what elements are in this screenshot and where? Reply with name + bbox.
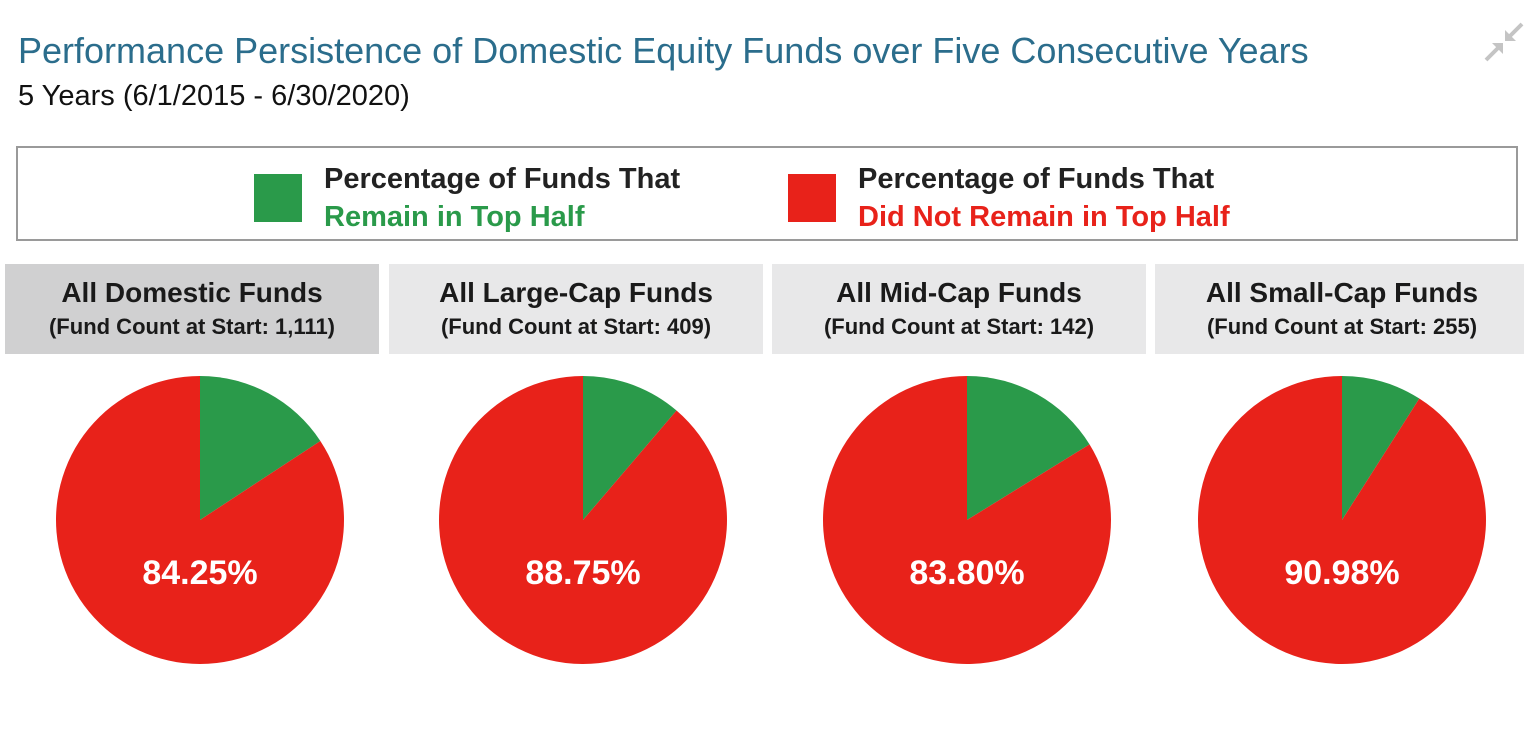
pie-slice-remain[interactable] <box>967 376 1090 520</box>
panel-title: All Domestic Funds <box>61 277 323 308</box>
legend-line2: Remain in Top Half <box>324 201 585 233</box>
panel-title: All Large-Cap Funds <box>439 277 713 308</box>
legend-line2: Did Not Remain in Top Half <box>858 201 1230 233</box>
legend-text-not-remain: Percentage of Funds That Did Not Remain … <box>858 160 1230 236</box>
pie-slice-remain[interactable] <box>583 376 677 520</box>
panel-title: All Small-Cap Funds <box>1205 277 1479 308</box>
chart-title: Performance Persistence of Domestic Equi… <box>18 30 1309 71</box>
legend-text-remain: Percentage of Funds That Remain in Top H… <box>324 160 680 236</box>
legend-swatch-not-remain <box>788 174 836 222</box>
panel-fund-count: (Fund Count at Start: 142) <box>823 314 1095 339</box>
pie-slice-remain[interactable] <box>1342 376 1420 520</box>
pie-slice-not-remain[interactable] <box>56 376 345 664</box>
panel-title: All Mid-Cap Funds <box>836 277 1082 308</box>
chart-subtitle: 5 Years (6/1/2015 - 6/30/2020) <box>18 80 410 112</box>
legend-line1: Percentage of Funds That <box>858 163 1215 195</box>
pie-value-label: 83.80% <box>909 554 1024 592</box>
panel-header-small-cap[interactable]: All Small-Cap Funds (Fund Count at Start… <box>1155 264 1524 354</box>
legend-line1: Percentage of Funds That <box>324 163 681 195</box>
pie-chart-mid-cap[interactable]: 83.80% <box>817 370 1117 670</box>
panel-fund-count: (Fund Count at Start: 255) <box>1206 314 1478 339</box>
collapse-arrows-icon[interactable] <box>1484 22 1524 62</box>
pie-chart-domestic[interactable]: 84.25% <box>50 370 350 670</box>
panel-header-domestic[interactable]: All Domestic Funds (Fund Count at Start:… <box>5 264 379 354</box>
pie-value-label: 84.25% <box>142 554 257 592</box>
panel-header-mid-cap[interactable]: All Mid-Cap Funds (Fund Count at Start: … <box>772 264 1146 354</box>
pie-slice-remain[interactable] <box>200 376 321 520</box>
legend: Percentage of Funds That Remain in Top H… <box>16 146 1518 241</box>
pie-value-label: 88.75% <box>525 554 640 592</box>
pie-slice-not-remain[interactable] <box>1198 376 1486 664</box>
panel-header-large-cap[interactable]: All Large-Cap Funds (Fund Count at Start… <box>389 264 763 354</box>
panel-fund-count: (Fund Count at Start: 409) <box>440 314 712 339</box>
pie-chart-small-cap[interactable]: 90.98% <box>1192 370 1492 670</box>
pie-value-label: 90.98% <box>1284 554 1399 592</box>
pie-slice-not-remain[interactable] <box>823 376 1111 664</box>
panel-fund-count: (Fund Count at Start: 1,111) <box>48 314 336 339</box>
pie-chart-large-cap[interactable]: 88.75% <box>433 370 733 670</box>
pie-slice-not-remain[interactable] <box>439 376 727 664</box>
legend-swatch-remain <box>254 174 302 222</box>
